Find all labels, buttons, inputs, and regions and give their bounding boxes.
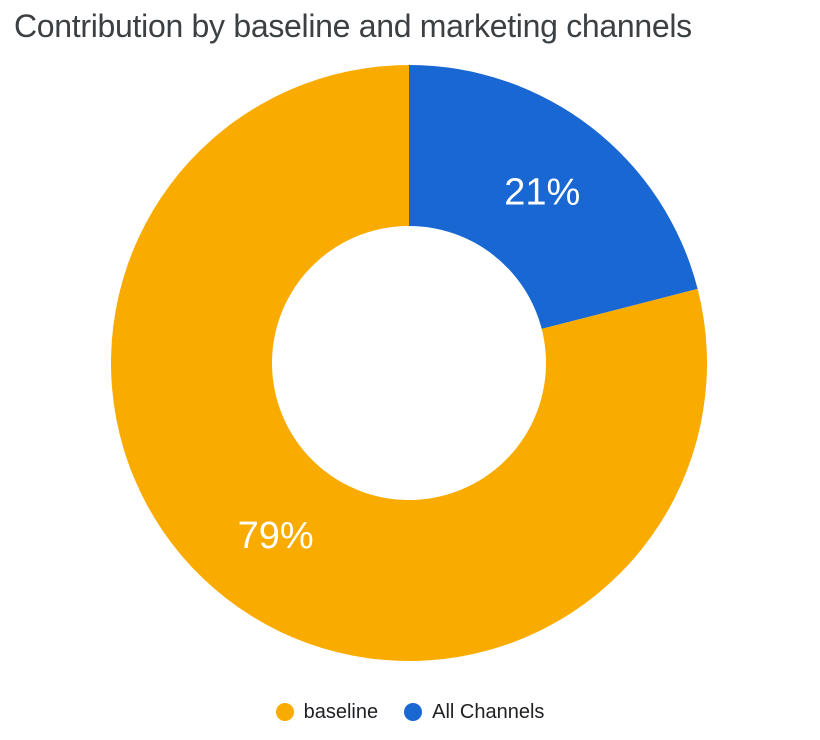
chart-title: Contribution by baseline and marketing c… [14, 8, 692, 44]
legend-dot-all-channels [404, 703, 423, 721]
chart-legend: baseline All Channels [0, 694, 820, 730]
legend-dot-baseline [275, 703, 294, 721]
legend-label-baseline: baseline [303, 700, 379, 723]
legend-item-baseline[interactable]: baseline [275, 700, 379, 724]
legend-item-all-channels[interactable]: All Channels [404, 701, 544, 724]
pie-slice-baseline[interactable] [111, 65, 707, 661]
legend-label-all-channels: All Channels [432, 700, 545, 723]
pie-slice-all-channels[interactable] [409, 65, 698, 329]
